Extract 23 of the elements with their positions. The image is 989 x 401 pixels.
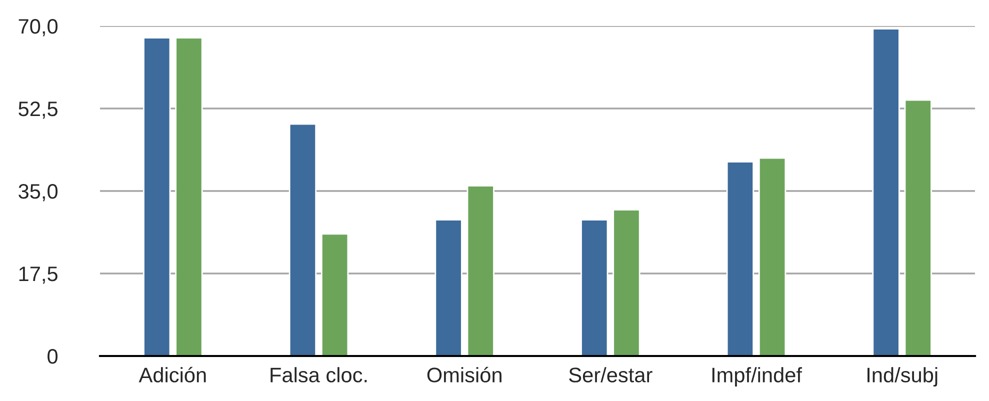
bar xyxy=(872,28,900,356)
bar xyxy=(758,157,786,356)
bar xyxy=(726,161,754,356)
bar xyxy=(612,209,640,356)
bar xyxy=(434,219,462,356)
bar xyxy=(175,37,203,356)
bar xyxy=(580,219,608,356)
bar xyxy=(320,233,349,356)
y-tick-label: 0 xyxy=(48,349,58,364)
x-tick-label: Ind/subj xyxy=(868,367,938,387)
y-tick-label: 35,0 xyxy=(18,184,58,202)
bar xyxy=(466,185,494,356)
x-tick-label: Ser/estar xyxy=(569,367,652,382)
bar xyxy=(143,37,171,356)
bar xyxy=(288,123,317,356)
y-tick-label: 70,0 xyxy=(18,19,58,36)
y-tick-label: 52,5 xyxy=(18,102,58,119)
y-tick-label: 17,5 xyxy=(19,266,58,284)
x-tick-label: Falsa cloc. xyxy=(270,367,367,382)
bar xyxy=(904,99,932,356)
x-tick-label: Omisión xyxy=(427,366,502,382)
x-tick-label: Impf/indef xyxy=(712,367,802,387)
x-tick-label: Adición xyxy=(138,366,206,382)
